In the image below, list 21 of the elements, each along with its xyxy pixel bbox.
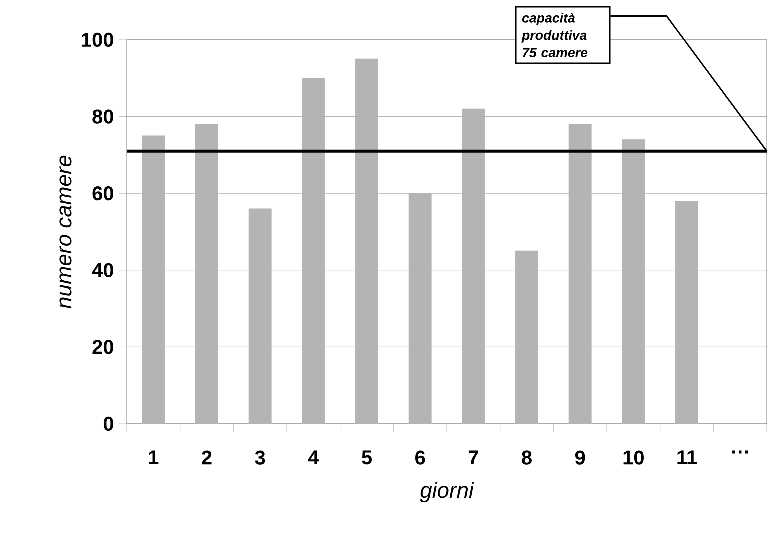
x-tick-label: 6	[416, 450, 426, 465]
x-tick-label: 7	[468, 450, 478, 464]
x-tick-label: 3	[255, 450, 266, 465]
y-axis-title: numero camere	[60, 156, 72, 309]
x-tick-label: 4	[308, 450, 320, 464]
y-tick-label: 80	[92, 110, 114, 124]
y-tick-label: 60	[92, 186, 114, 201]
x-tick-label: 8	[522, 450, 532, 465]
x-tick-label: 9	[575, 450, 586, 465]
x-tick-label: …	[732, 450, 748, 454]
y-tick-label: 0	[104, 416, 114, 432]
x-tick-label: 11	[678, 450, 698, 464]
x-tick-label: 5	[362, 450, 372, 465]
x-axis-title: giorni	[420, 482, 474, 503]
x-tick-label: 10	[624, 450, 644, 465]
y-tick-label: 20	[92, 340, 114, 354]
ref-line-label: capacità produttiva 75 camere	[522, 12, 588, 58]
x-tick-label: 1	[149, 450, 159, 464]
y-tick-label: 40	[92, 263, 114, 278]
x-tick-label: 2	[202, 450, 212, 465]
y-tick-label: 100	[82, 32, 114, 48]
